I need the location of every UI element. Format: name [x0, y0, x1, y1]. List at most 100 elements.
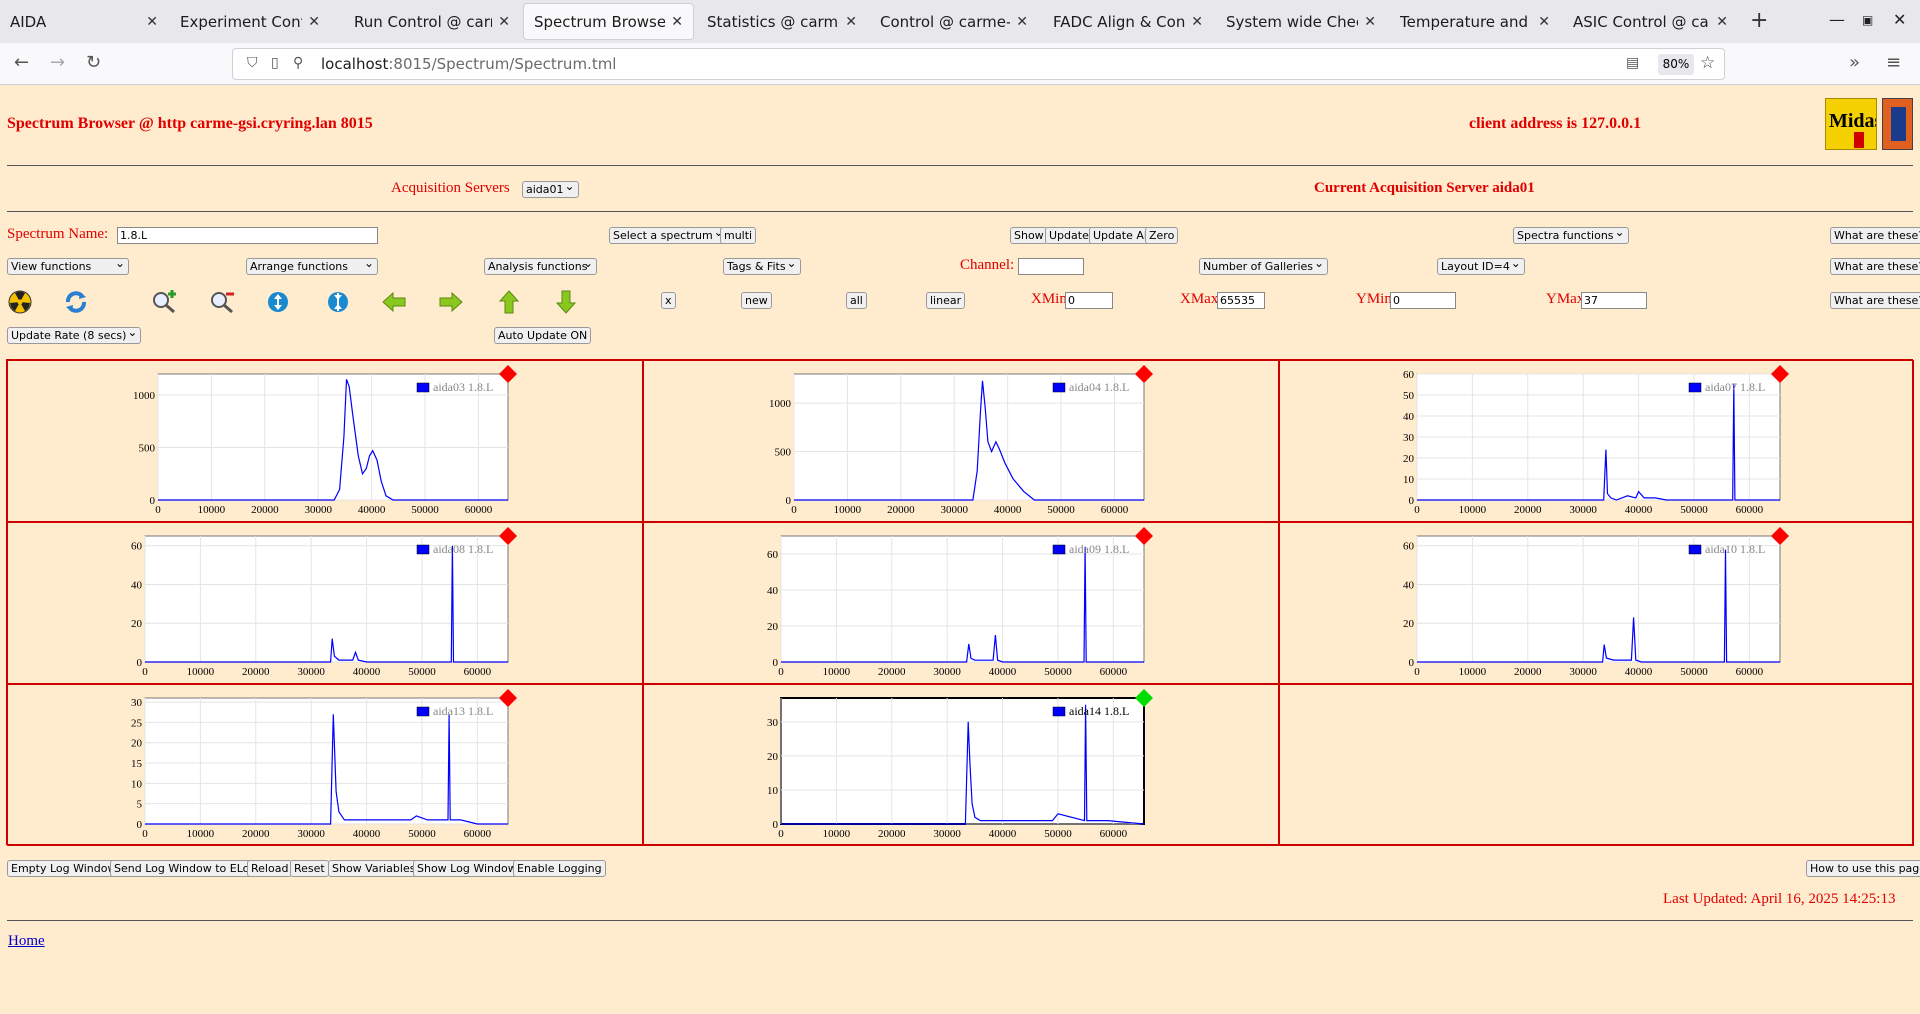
- select-spectrum-dropdown[interactable]: Select a spectrum: [609, 225, 728, 244]
- spectrum-chart[interactable]: 0 10000 20000 30000 40000 50000 60000 0 20 40 60 ai…: [1280, 523, 1913, 683]
- what-are-these-button-1[interactable]: What are these?: [1830, 227, 1920, 244]
- arrow-right-icon[interactable]: [438, 290, 464, 314]
- plot-area[interactable]: [793, 373, 1145, 501]
- bottom-button-show-log-window[interactable]: Show Log Window: [413, 860, 521, 877]
- new-tab-icon[interactable]: +: [1750, 8, 1769, 33]
- plot-area[interactable]: [144, 535, 509, 663]
- bottom-button-enable-logging[interactable]: Enable Logging: [513, 860, 606, 877]
- forward-icon[interactable]: →: [50, 52, 66, 73]
- close-tab-icon[interactable]: ✕: [308, 13, 320, 30]
- radiation-icon[interactable]: [7, 290, 33, 314]
- status-marker[interactable]: [499, 527, 517, 545]
- refresh-icon[interactable]: [63, 290, 89, 314]
- browser-tab[interactable]: System wide Checks ✕: [1216, 3, 1386, 40]
- bottom-button-reset[interactable]: Reset: [290, 860, 329, 877]
- bottom-button-empty-log-window[interactable]: Empty Log Window: [7, 860, 121, 877]
- update-all-button[interactable]: Update All: [1089, 227, 1154, 244]
- view-functions-dropdown[interactable]: View functions: [7, 256, 129, 275]
- tags-fits-dropdown[interactable]: Tags & Fits: [723, 256, 801, 275]
- gallery-cell[interactable]: 0 10000 20000 30000 40000 50000 60000 0 20 40 60 ai…: [1279, 522, 1914, 684]
- xmin-input[interactable]: 0: [1065, 292, 1113, 309]
- spectrum-chart[interactable]: 0 10000 20000 30000 40000 50000 60000 0 10 20 30 ai…: [644, 685, 1278, 845]
- arrow-left-icon[interactable]: [381, 290, 407, 314]
- how-to-use-button[interactable]: How to use this page: [1806, 860, 1920, 877]
- gallery-cell[interactable]: 0 10000 20000 30000 40000 50000 60000 0 20 40 60 ai…: [7, 522, 643, 684]
- update-button[interactable]: Update: [1045, 227, 1093, 244]
- y-expand-icon[interactable]: [265, 290, 291, 314]
- minimize-icon[interactable]: —: [1829, 10, 1845, 29]
- status-marker[interactable]: [499, 365, 517, 383]
- url-bar[interactable]: ⛉ ▯ ⚲ localhost:8015/Spectrum/Spectrum.t…: [232, 48, 1725, 80]
- status-marker[interactable]: [1771, 365, 1789, 383]
- auto-update-button[interactable]: Auto Update ON: [494, 327, 592, 344]
- browser-tab[interactable]: Run Control @ carme ✕: [344, 3, 520, 40]
- multi-button[interactable]: multi: [720, 227, 757, 244]
- zero-button[interactable]: Zero: [1145, 227, 1179, 244]
- browser-tab[interactable]: Temperature and stat ✕: [1390, 3, 1560, 40]
- gallery-cell[interactable]: 0 10000 20000 30000 40000 50000 60000 0 20 40 60 ai…: [643, 522, 1279, 684]
- plot-area[interactable]: [1416, 535, 1781, 663]
- close-tab-icon[interactable]: ✕: [1016, 13, 1028, 30]
- y-contract-icon[interactable]: [325, 290, 351, 314]
- close-tab-icon[interactable]: ✕: [146, 13, 158, 30]
- show-button[interactable]: Show: [1010, 227, 1048, 244]
- gallery-cell[interactable]: 0 10000 20000 30000 40000 50000 60000 0 10 20 30 ai…: [643, 684, 1279, 846]
- gallery-cell[interactable]: 0 10000 20000 30000 40000 50000 60000 0 10 20 30 40…: [1279, 360, 1914, 522]
- spectrum-chart[interactable]: 0 10000 20000 30000 40000 50000 60000 0 10 20 30 40…: [1280, 361, 1913, 521]
- close-tab-icon[interactable]: ✕: [1716, 13, 1728, 30]
- browser-tab[interactable]: Control @ carme-gsi ✕: [870, 3, 1038, 40]
- browser-tab[interactable]: FADC Align & Contro ✕: [1043, 3, 1213, 40]
- x-button[interactable]: x: [661, 292, 676, 309]
- browser-tab[interactable]: ASIC Control @ carm ✕: [1563, 3, 1738, 40]
- spectrum-name-input[interactable]: 1.8.L: [117, 227, 378, 244]
- browser-tab[interactable]: Experiment Control @ ✕: [170, 3, 330, 40]
- gallery-cell[interactable]: 0 10000 20000 30000 40000 50000 60000 0 5 10 15 20 2…: [7, 684, 643, 846]
- bottom-button-send-log-window-to-elog[interactable]: Send Log Window to ELog: [110, 860, 261, 877]
- browser-tab[interactable]: Spectrum Browser @ ✕: [523, 3, 694, 40]
- spectrum-chart[interactable]: 0 10000 20000 30000 40000 50000 60000 0 500 1000 a…: [644, 361, 1278, 521]
- bottom-button-show-variables[interactable]: Show Variables: [328, 860, 420, 877]
- close-tab-icon[interactable]: ✕: [671, 13, 683, 30]
- menu-icon[interactable]: ≡: [1886, 52, 1902, 73]
- number-of-galleries-dropdown[interactable]: Number of Galleries: [1199, 256, 1329, 275]
- plot-area[interactable]: [144, 697, 509, 825]
- linear-button[interactable]: linear: [926, 292, 966, 309]
- what-are-these-button-3[interactable]: What are these?: [1830, 292, 1920, 309]
- plot-area[interactable]: [780, 697, 1145, 825]
- plot-area[interactable]: [780, 535, 1145, 663]
- close-window-icon[interactable]: ✕: [1893, 10, 1907, 29]
- bookmark-star-icon[interactable]: ☆: [1700, 53, 1716, 73]
- spectrum-chart[interactable]: 0 10000 20000 30000 40000 50000 60000 0 20 40 60 ai…: [8, 523, 642, 683]
- close-tab-icon[interactable]: ✕: [1191, 13, 1203, 30]
- spectrum-chart[interactable]: 0 10000 20000 30000 40000 50000 60000 0 5 10 15 20 2…: [8, 685, 642, 845]
- overflow-icon[interactable]: »: [1849, 52, 1861, 73]
- bottom-button-reload[interactable]: Reload: [247, 860, 293, 877]
- url-text[interactable]: localhost:8015/Spectrum/Spectrum.tml: [321, 55, 617, 73]
- gallery-cell[interactable]: 0 10000 20000 30000 40000 50000 60000 0 500 1000 a…: [7, 360, 643, 522]
- arrow-up-icon[interactable]: [496, 290, 522, 314]
- status-marker[interactable]: [1135, 527, 1153, 545]
- ymax-input[interactable]: 37: [1581, 292, 1647, 309]
- status-marker[interactable]: [499, 689, 517, 707]
- close-tab-icon[interactable]: ✕: [1538, 13, 1550, 30]
- zoom-in-icon[interactable]: [151, 290, 177, 314]
- update-rate-dropdown[interactable]: Update Rate (8 secs): [7, 325, 142, 344]
- spectrum-chart[interactable]: 0 10000 20000 30000 40000 50000 60000 0 500 1000 a…: [8, 361, 642, 521]
- all-button[interactable]: all: [846, 292, 867, 309]
- spectrum-chart[interactable]: 0 10000 20000 30000 40000 50000 60000 0 20 40 60 ai…: [644, 523, 1278, 683]
- browser-tab[interactable]: Statistics @ carme-gs ✕: [697, 3, 867, 40]
- status-marker[interactable]: [1771, 527, 1789, 545]
- home-link[interactable]: Home: [8, 933, 45, 949]
- reader-view-icon[interactable]: ▤: [1626, 55, 1640, 71]
- maximize-icon[interactable]: ▣: [1862, 13, 1874, 27]
- close-tab-icon[interactable]: ✕: [845, 13, 857, 30]
- back-icon[interactable]: ←: [14, 52, 30, 73]
- what-are-these-button-2[interactable]: What are these?: [1830, 258, 1920, 275]
- browser-tab[interactable]: AIDA ✕: [0, 3, 168, 40]
- arrow-down-icon[interactable]: [553, 290, 579, 314]
- zoom-level[interactable]: 80%: [1658, 54, 1694, 75]
- close-tab-icon[interactable]: ✕: [1364, 13, 1376, 30]
- gallery-cell[interactable]: 0 10000 20000 30000 40000 50000 60000 0 500 1000 a…: [643, 360, 1279, 522]
- xmax-input[interactable]: 65535: [1217, 292, 1265, 309]
- status-marker[interactable]: [1135, 689, 1153, 707]
